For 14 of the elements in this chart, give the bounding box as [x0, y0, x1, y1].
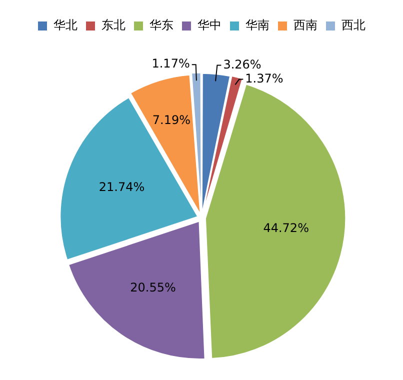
data-label: 3.26% — [223, 57, 262, 72]
data-label: 20.55% — [130, 280, 176, 294]
legend-label: 西南 — [294, 18, 318, 32]
data-label: 44.72% — [263, 220, 309, 235]
data-label: 1.17% — [152, 56, 190, 71]
legend-label: 华东 — [150, 18, 174, 32]
legend-label: 华中 — [198, 18, 222, 32]
legend-label: 东北 — [102, 18, 126, 32]
data-label: 21.74% — [98, 180, 145, 194]
legend-label: 华南 — [246, 18, 270, 32]
data-label: 7.19% — [152, 112, 191, 127]
legend-label: 西北 — [342, 18, 366, 32]
legend-label: 华北 — [54, 18, 78, 32]
data-label: 1.37% — [245, 71, 284, 86]
